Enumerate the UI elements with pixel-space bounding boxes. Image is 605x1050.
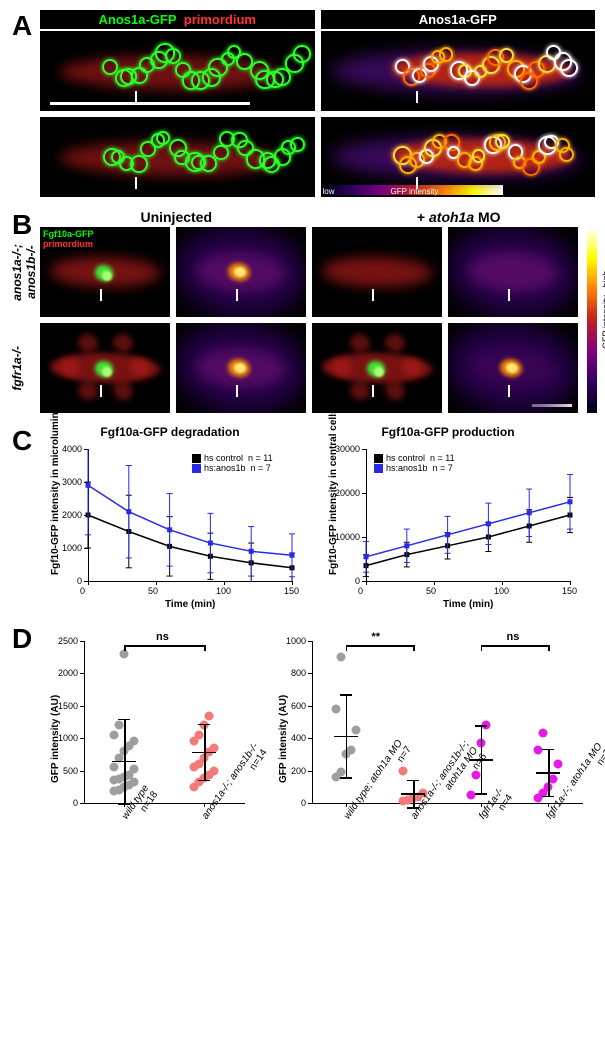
panel-a-images: low high GFP intensity (40, 31, 595, 197)
fire-label-high: high (578, 187, 593, 196)
panel-a-img-r1c2 (321, 31, 596, 111)
panel-b-r1-uninj-fire (176, 227, 306, 317)
panel-b-r1-mo-merge (312, 227, 442, 317)
panel-b-r1-mo-fire (448, 227, 578, 317)
panel-d-right-chart: 02004006008001000GFP intensity (AU)wild … (268, 623, 588, 893)
panel-b-row2: fgfr1a-/- low GFP intensity high (10, 323, 595, 413)
panel-b-row1-label: anos1a-/-;anos1b-/- (10, 244, 34, 301)
panel-b-col-right: + atoh1a MO (323, 209, 596, 225)
fire-label-low: low (323, 187, 335, 196)
panel-d-label: D (12, 623, 32, 655)
panel-a-img-r1c1 (40, 31, 315, 111)
panel-c-right-wrap: Fgf10a-GFP production 010000200003000005… (318, 425, 578, 611)
panel-a-label: A (12, 10, 32, 42)
panel-b-row2-label: fgfr1a-/- (10, 346, 34, 391)
panel-c-label: C (12, 425, 32, 457)
panel-d-left-chart: 05001000150020002500GFP intensity (AU)wi… (40, 623, 250, 893)
panel-b-row1: anos1a-/-;anos1b-/- Fgf10a-GFP primordiu… (10, 227, 595, 317)
panel-b-r2-mo-fire (448, 323, 578, 413)
panel-c-left-title: Fgf10a-GFP degradation (40, 425, 300, 439)
panel-c-right-chart: 0100002000030000050100150Fgf10-GFP inten… (318, 441, 578, 611)
panel-a-img-r2c1 (40, 117, 315, 197)
panel-a-headers: Anos1a-GFP primordium Anos1a-GFP (40, 10, 595, 29)
panel-c-left-chart: 01000200030004000050100150Fgf10-GFP inte… (40, 441, 300, 611)
panel-d: D 05001000150020002500GFP intensity (AU)… (10, 623, 595, 893)
panel-b: B Uninjected + atoh1a MO anos1a-/-;anos1… (10, 209, 595, 413)
panel-a-header-right: Anos1a-GFP (321, 10, 596, 29)
panel-a: A Anos1a-GFP primordium Anos1a-GFP low h… (10, 10, 595, 197)
panel-b-col-left: Uninjected (40, 209, 313, 225)
panel-b-r2-uninj-fire (176, 323, 306, 413)
panel-a-header-left: Anos1a-GFP primordium (40, 10, 315, 29)
panel-c: C Fgf10a-GFP degradation 010002000300040… (10, 425, 595, 611)
panel-b-headers: Uninjected + atoh1a MO (40, 209, 595, 225)
panel-c-right-title: Fgf10a-GFP production (318, 425, 578, 439)
fire-label-mid: GFP intensity (391, 187, 439, 196)
panel-b-r1-uninj-merge: Fgf10a-GFP primordium (40, 227, 170, 317)
panel-b-label: B (12, 209, 32, 241)
panel-c-left-wrap: Fgf10a-GFP degradation 01000200030004000… (40, 425, 300, 611)
fire-v-labels: low GFP intensity high (601, 227, 605, 413)
panel-a-img-r2c2: low high GFP intensity (321, 117, 596, 197)
panel-b-legend: Fgf10a-GFP primordium (43, 229, 94, 249)
fire-colorbar-vertical (587, 227, 597, 413)
